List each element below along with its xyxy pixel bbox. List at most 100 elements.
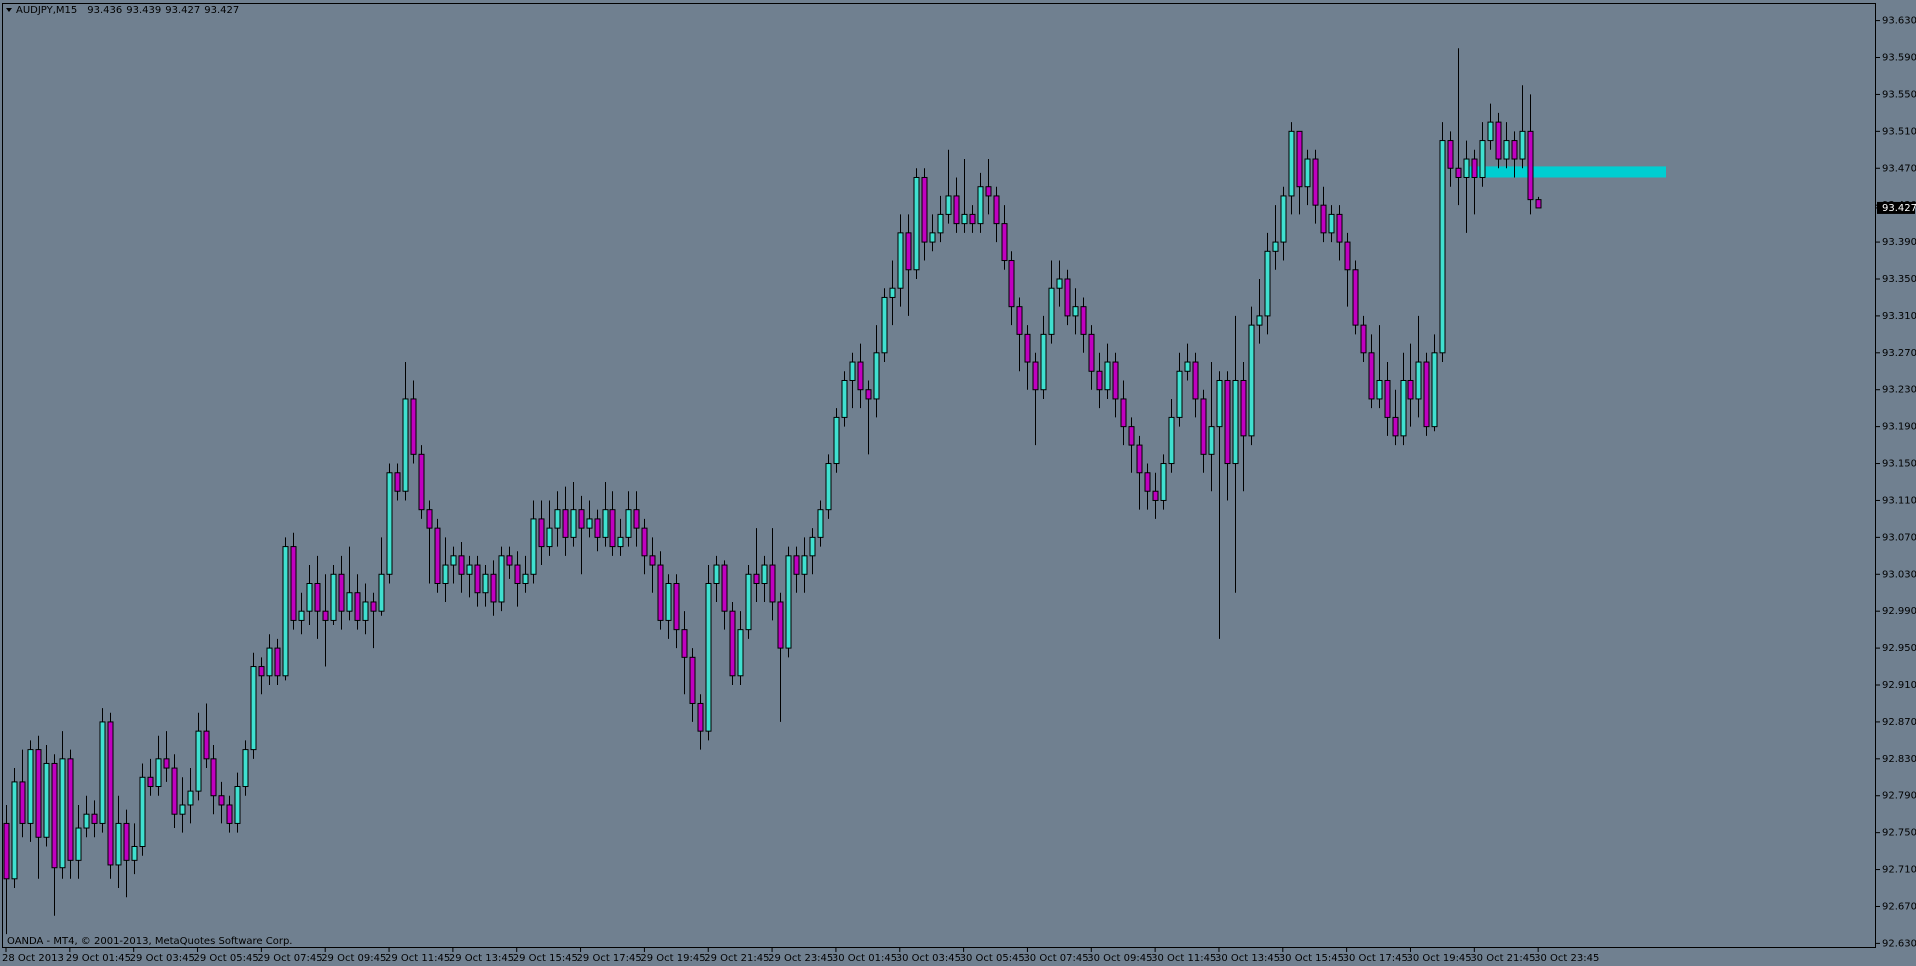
y-tick-label: 92.630	[1882, 938, 1916, 949]
candle-body	[1056, 278, 1063, 289]
candle-body	[1280, 195, 1287, 243]
menu-arrow	[6, 8, 12, 12]
candle-body	[370, 601, 377, 612]
candle-body	[1495, 121, 1502, 160]
candle-body	[801, 555, 808, 575]
candle-body	[35, 749, 42, 838]
candle-body	[1328, 213, 1335, 234]
candle-body	[378, 573, 385, 612]
candle-body	[1200, 398, 1207, 455]
candle-body	[498, 555, 505, 603]
candle-body	[745, 573, 752, 631]
candle-body	[163, 758, 170, 769]
candle-body	[1439, 140, 1446, 354]
candle-body	[362, 601, 369, 621]
candle-body	[617, 536, 624, 548]
y-tick-label: 92.990	[1882, 606, 1916, 617]
candle-body	[195, 730, 202, 792]
candle-body	[538, 518, 545, 548]
header-high: 93.439	[126, 5, 161, 16]
x-tick-label: 30 Oct 01:45	[832, 953, 897, 964]
candle-body	[67, 758, 74, 861]
candle-body	[51, 762, 58, 869]
y-tick-label: 92.830	[1882, 754, 1916, 765]
candle-body	[506, 555, 513, 566]
candle-body	[881, 296, 888, 354]
candle-body	[139, 776, 146, 847]
y-tick-label: 92.750	[1882, 828, 1916, 839]
candle-body	[3, 822, 10, 880]
x-tick-label: 30 Oct 15:45	[1279, 953, 1344, 964]
candle-body	[1096, 370, 1103, 391]
candle-body	[1320, 204, 1327, 234]
candle-body	[1296, 130, 1303, 188]
y-tick-label: 93.110	[1882, 495, 1916, 506]
candle-body	[434, 527, 441, 585]
candle-body	[482, 573, 489, 594]
candle-body	[889, 287, 896, 298]
candle-body	[977, 186, 984, 225]
candle-body	[474, 564, 481, 594]
y-tick-label: 93.550	[1882, 89, 1916, 100]
candle-body	[1431, 352, 1438, 428]
y-tick-label: 93.150	[1882, 459, 1916, 470]
candle-body	[410, 398, 417, 455]
candle-body	[522, 573, 529, 585]
y-tick-label: 92.870	[1882, 717, 1916, 728]
candle-body	[913, 176, 920, 271]
candle-body	[570, 509, 577, 538]
candle-body	[809, 536, 816, 557]
candle-body	[354, 592, 361, 621]
candle-body	[1128, 426, 1135, 446]
y-tick-label: 93.270	[1882, 348, 1916, 359]
candle-body	[769, 564, 776, 603]
candle-body	[609, 509, 616, 548]
x-tick-label: 30 Oct 21:45	[1470, 953, 1535, 964]
x-tick-label: 29 Oct 21:45	[704, 953, 769, 964]
candle-body	[641, 527, 648, 557]
x-tick-label: 29 Oct 23:45	[768, 953, 833, 964]
candle-body	[1272, 241, 1279, 252]
candle-body	[458, 555, 465, 575]
x-tick-label: 29 Oct 03:45	[130, 953, 195, 964]
candle-body	[402, 398, 409, 492]
candle-body	[1144, 472, 1151, 492]
x-tick-label: 29 Oct 07:45	[257, 953, 322, 964]
candle-body	[11, 781, 18, 880]
candle-body	[905, 232, 912, 271]
candle-body	[1160, 463, 1167, 501]
candle-body	[314, 583, 321, 612]
y-tick-label: 93.470	[1882, 163, 1916, 174]
candle-body	[1016, 306, 1023, 335]
candle-body	[761, 564, 768, 585]
candle-body	[91, 813, 98, 824]
candle-body	[625, 509, 632, 538]
y-tick-label: 93.590	[1882, 53, 1916, 64]
y-tick-label: 92.710	[1882, 865, 1916, 876]
candle-body	[1304, 158, 1311, 188]
candle-body	[1264, 250, 1271, 317]
candle-body	[43, 762, 50, 838]
candle-body	[817, 509, 824, 538]
candle-body	[1392, 416, 1399, 437]
price-zone	[1463, 166, 1666, 178]
candle-body	[1032, 361, 1039, 391]
candle-body	[1040, 333, 1047, 391]
candle-body	[1024, 333, 1031, 363]
candle-body	[681, 629, 688, 658]
candle-body	[1503, 140, 1510, 160]
candle-body	[394, 472, 401, 492]
candle-body	[1120, 398, 1127, 428]
candle-body	[993, 195, 1000, 225]
candle-body	[1136, 444, 1143, 474]
candle-body	[1527, 130, 1534, 201]
candle-body	[937, 213, 944, 234]
y-tick-label: 92.950	[1882, 643, 1916, 654]
candle-body	[179, 804, 186, 815]
candle-body	[171, 767, 178, 815]
y-tick-label: 93.190	[1882, 422, 1916, 433]
candle-body	[578, 509, 585, 529]
candle-body	[1112, 361, 1119, 400]
candle-body	[1463, 158, 1470, 178]
